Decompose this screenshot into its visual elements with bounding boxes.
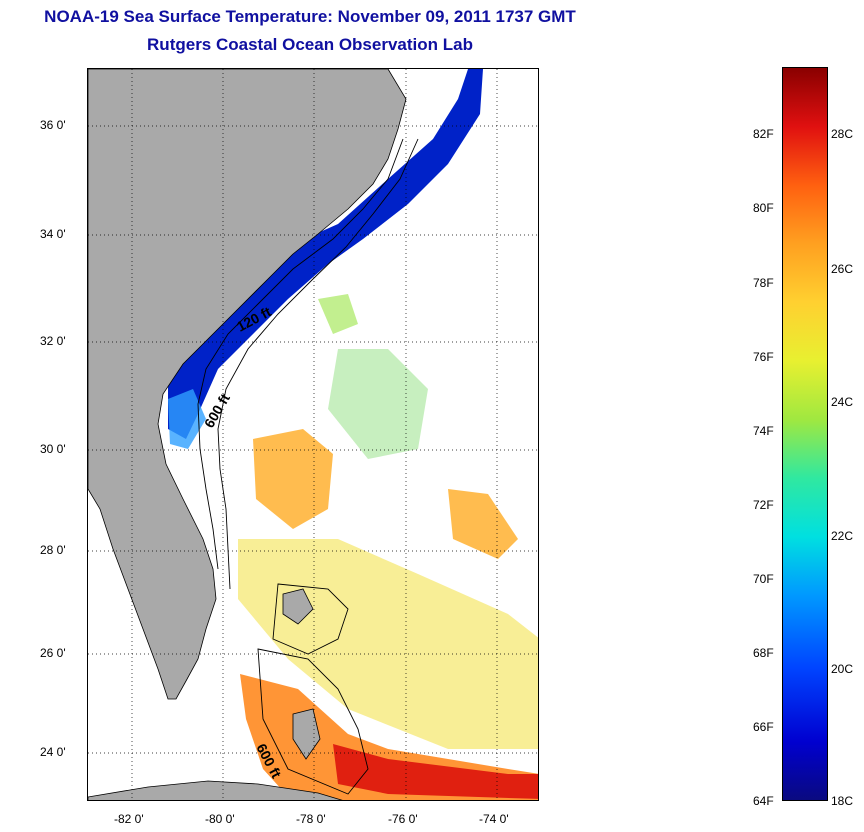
sst-patch-green-mid — [328, 349, 428, 459]
colorbar-c-label: 18C — [831, 794, 854, 808]
land-cuba — [88, 780, 343, 800]
lon-tick-label: -80 0' — [205, 812, 235, 826]
land-island-bahamas-2 — [292, 708, 321, 760]
lat-tick-label: 36 0' — [40, 118, 66, 132]
colorbar-c-label: 20C — [831, 662, 854, 676]
contour-bahamas — [272, 583, 349, 655]
lon-tick-label: -82 0' — [114, 812, 144, 826]
sst-patch-orange-mid — [253, 429, 333, 529]
colorbar-f-label: 68F — [753, 646, 774, 660]
contour-120ft — [197, 138, 404, 570]
lat-tick-label: 28 0' — [40, 543, 66, 557]
graticule — [88, 69, 538, 800]
lat-tick-label: 30 0' — [40, 442, 66, 456]
sst-patch-red-south — [333, 744, 538, 799]
lat-tick-label: 24 0' — [40, 745, 66, 759]
colorbar-c-label: 24C — [831, 395, 854, 409]
lat-tick-label: 26 0' — [40, 646, 66, 660]
lon-tick-label: -76 0' — [388, 812, 418, 826]
sst-map-svg: 120 ft 600 ft 600 ft — [88, 69, 538, 800]
contour-bahamas-south — [257, 648, 369, 795]
colorbar-f-label: 70F — [753, 572, 774, 586]
colorbar-f-label: 78F — [753, 276, 774, 290]
sst-patch-green-north — [318, 294, 358, 334]
sst-patch-orange-east — [448, 489, 518, 559]
map-title: NOAA-19 Sea Surface Temperature: Novembe… — [44, 7, 576, 26]
lat-tick-label: 34 0' — [40, 227, 66, 241]
lat-tick-label: 32 0' — [40, 334, 66, 348]
colorbar-c-label: 26C — [831, 262, 854, 276]
land-mainland — [88, 69, 407, 700]
colorbar-f-label: 72F — [753, 498, 774, 512]
sst-patches — [168, 69, 538, 800]
sst-patch-coastal-cyan — [168, 389, 206, 449]
map-subtitle: Rutgers Coastal Ocean Observation Lab — [147, 35, 473, 54]
colorbar-f-label: 66F — [753, 720, 774, 734]
lon-tick-label: -74 0' — [479, 812, 509, 826]
colorbar-f-label: 74F — [753, 424, 774, 438]
land-island-bahamas-1 — [282, 588, 314, 625]
sst-map: 120 ft 600 ft 600 ft — [87, 68, 539, 801]
sst-patch-coastal-blue — [168, 69, 483, 439]
colorbar-f-label: 76F — [753, 350, 774, 364]
bathymetry-contours — [197, 138, 419, 795]
colorbar-f-label: 64F — [753, 794, 774, 808]
lon-tick-label: -78 0' — [296, 812, 326, 826]
colorbar-c-label: 22C — [831, 529, 854, 543]
sst-patch-yellow-field — [238, 539, 538, 749]
sst-colorbar — [782, 67, 828, 801]
colorbar-c-label: 28C — [831, 127, 854, 141]
colorbar-f-label: 82F — [753, 127, 774, 141]
contour-600ft — [217, 138, 419, 590]
colorbar-f-label: 80F — [753, 201, 774, 215]
